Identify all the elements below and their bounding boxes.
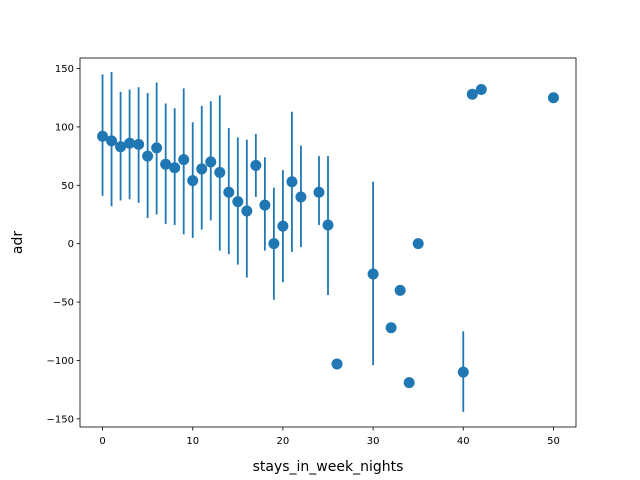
data-point bbox=[205, 156, 217, 168]
y-tick-label: −50 bbox=[53, 298, 74, 309]
x-axis-label: stays_in_week_nights bbox=[253, 459, 404, 475]
y-axis-label: adr bbox=[10, 231, 26, 254]
data-point bbox=[115, 141, 127, 153]
x-tick-label: 30 bbox=[367, 436, 380, 447]
data-point bbox=[331, 358, 343, 370]
data-point bbox=[457, 366, 469, 378]
data-point bbox=[286, 176, 298, 188]
data-point bbox=[259, 199, 271, 211]
data-point bbox=[547, 92, 559, 104]
data-point bbox=[295, 191, 307, 203]
data-point bbox=[277, 220, 289, 232]
data-point bbox=[394, 284, 406, 296]
x-tick-label: 20 bbox=[277, 436, 290, 447]
y-tick-label: 100 bbox=[55, 122, 74, 133]
data-point bbox=[475, 84, 487, 96]
data-marks bbox=[97, 72, 559, 412]
data-point bbox=[367, 268, 379, 280]
y-tick-label: 50 bbox=[61, 181, 74, 192]
data-point bbox=[322, 219, 334, 231]
data-point bbox=[313, 186, 325, 198]
data-point bbox=[178, 154, 190, 166]
x-tick-label: 50 bbox=[547, 436, 560, 447]
data-point bbox=[214, 166, 226, 178]
y-axis-ticks: −150 −100 −50 0 50 100 150 bbox=[47, 64, 80, 425]
data-point bbox=[232, 196, 244, 208]
data-point bbox=[106, 135, 118, 147]
data-point bbox=[187, 175, 199, 187]
data-point bbox=[250, 159, 262, 171]
data-point bbox=[223, 186, 235, 198]
data-point bbox=[142, 150, 154, 162]
data-point bbox=[466, 88, 478, 100]
x-tick-label: 40 bbox=[457, 436, 470, 447]
data-point bbox=[241, 205, 253, 217]
x-tick-label: 10 bbox=[186, 436, 199, 447]
data-point bbox=[160, 158, 172, 170]
data-point bbox=[403, 377, 415, 389]
data-point bbox=[169, 162, 181, 174]
y-tick-label: 0 bbox=[68, 239, 74, 250]
y-tick-label: −150 bbox=[47, 414, 74, 425]
data-point bbox=[268, 238, 280, 250]
y-tick-label: −100 bbox=[47, 356, 74, 367]
x-tick-label: 0 bbox=[99, 436, 105, 447]
data-point bbox=[124, 137, 136, 149]
data-point bbox=[196, 163, 208, 175]
axes-frame bbox=[79, 57, 577, 428]
y-tick-label: 150 bbox=[55, 64, 74, 75]
data-point bbox=[151, 142, 163, 154]
x-axis-ticks: 0 10 20 30 40 50 bbox=[99, 427, 560, 447]
data-point bbox=[412, 238, 424, 250]
data-point bbox=[133, 138, 145, 150]
data-point bbox=[97, 130, 109, 142]
data-point bbox=[385, 322, 397, 334]
